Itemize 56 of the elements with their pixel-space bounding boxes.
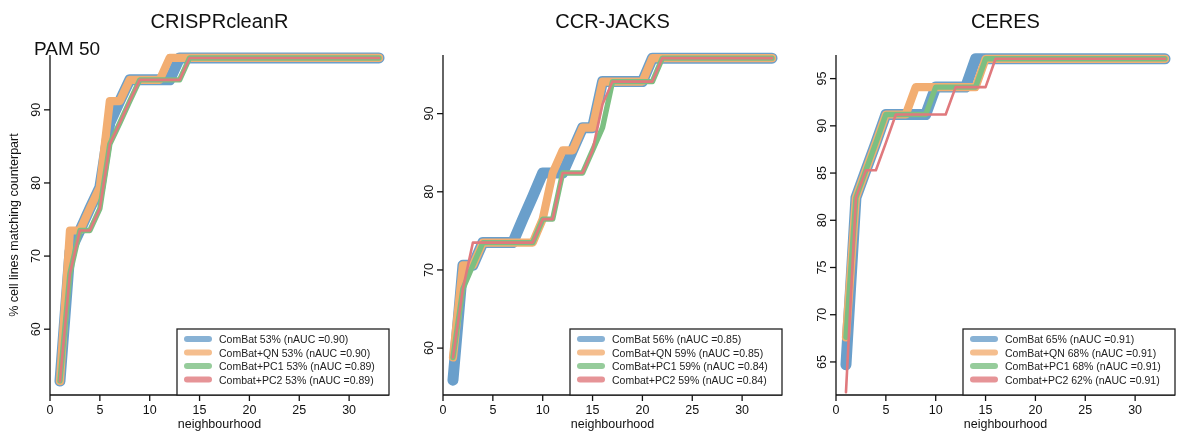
legend-label: ComBat+PC1 59% (nAUC =0.84) (612, 360, 768, 372)
y-tick-label: 85 (815, 166, 829, 181)
x-tick-label: 10 (142, 403, 157, 417)
chart-title: CERES (971, 10, 1040, 32)
y-tick-label: 80 (29, 175, 43, 190)
x-tick-label: 20 (1028, 403, 1043, 417)
y-tick-label: 90 (29, 102, 43, 117)
y-tick-label: 70 (422, 262, 436, 277)
x-tick-label: 30 (1128, 403, 1143, 417)
x-tick-label: 5 (882, 403, 890, 417)
legend-label: ComBat+QN 53% (nAUC =0.90) (219, 346, 371, 359)
x-tick-label: 10 (928, 403, 943, 417)
x-tick-label: 30 (735, 403, 750, 417)
y-tick-label: 95 (815, 71, 829, 86)
legend-label: ComBat 56% (nAUC =0.85) (612, 333, 742, 345)
x-tick-label: 25 (685, 403, 700, 417)
x-tick-label: 15 (192, 403, 207, 417)
legend-label: ComBat 53% (nAUC =0.90) (219, 333, 349, 345)
x-tick-label: 25 (1078, 403, 1093, 417)
y-tick-label: 90 (422, 106, 436, 121)
x-tick-label: 15 (978, 403, 993, 417)
legend-label: ComBat 65% (nAUC =0.91) (1005, 333, 1135, 345)
x-tick-label: 0 (832, 403, 840, 417)
y-tick-label: 65 (815, 354, 829, 369)
y-tick-label: 60 (422, 341, 436, 356)
x-tick-label: 20 (242, 403, 257, 417)
y-tick-label: 75 (815, 260, 829, 275)
x-axis-title: neighbourhood (570, 417, 655, 431)
legend-label: ComBat+PC1 68% (nAUC =0.91) (1005, 360, 1161, 372)
legend-label: Combat+PC2 62% (nAUC =0.91) (1005, 373, 1160, 386)
x-axis-title: neighbourhood (177, 417, 262, 431)
legend-label: Combat+PC2 59% (nAUC =0.84) (612, 373, 767, 386)
y-tick-label: 80 (422, 184, 436, 199)
x-tick-label: 5 (96, 403, 104, 417)
y-axis-title: % cell lines matching counterpart (7, 132, 21, 317)
x-tick-label: 15 (585, 403, 600, 417)
x-tick-label: 0 (439, 403, 447, 417)
chart-title: CCR-JACKS (555, 10, 670, 32)
x-tick-label: 5 (489, 403, 497, 417)
legend-label: Combat+PC2 53% (nAUC =0.89) (219, 373, 374, 386)
legend-label: ComBat+QN 59% (nAUC =0.85) (612, 346, 764, 359)
y-tick-label: 80 (815, 213, 829, 228)
chart-title: CRISPRcleanR (150, 10, 289, 32)
legend-label: ComBat+QN 68% (nAUC =0.91) (1005, 346, 1157, 359)
x-tick-label: 0 (46, 403, 54, 417)
y-tick-label: 60 (29, 322, 43, 337)
x-tick-label: 10 (535, 403, 550, 417)
legend-label: ComBat+PC1 53% (nAUC =0.89) (219, 360, 375, 372)
x-axis-title: neighbourhood (963, 417, 1048, 431)
y-tick-label: 70 (815, 307, 829, 322)
x-tick-label: 20 (635, 403, 650, 417)
x-tick-label: 25 (292, 403, 307, 417)
y-tick-label: 90 (815, 118, 829, 133)
annotation: PAM 50 (34, 38, 101, 59)
x-tick-label: 30 (342, 403, 357, 417)
y-tick-label: 70 (29, 249, 43, 264)
